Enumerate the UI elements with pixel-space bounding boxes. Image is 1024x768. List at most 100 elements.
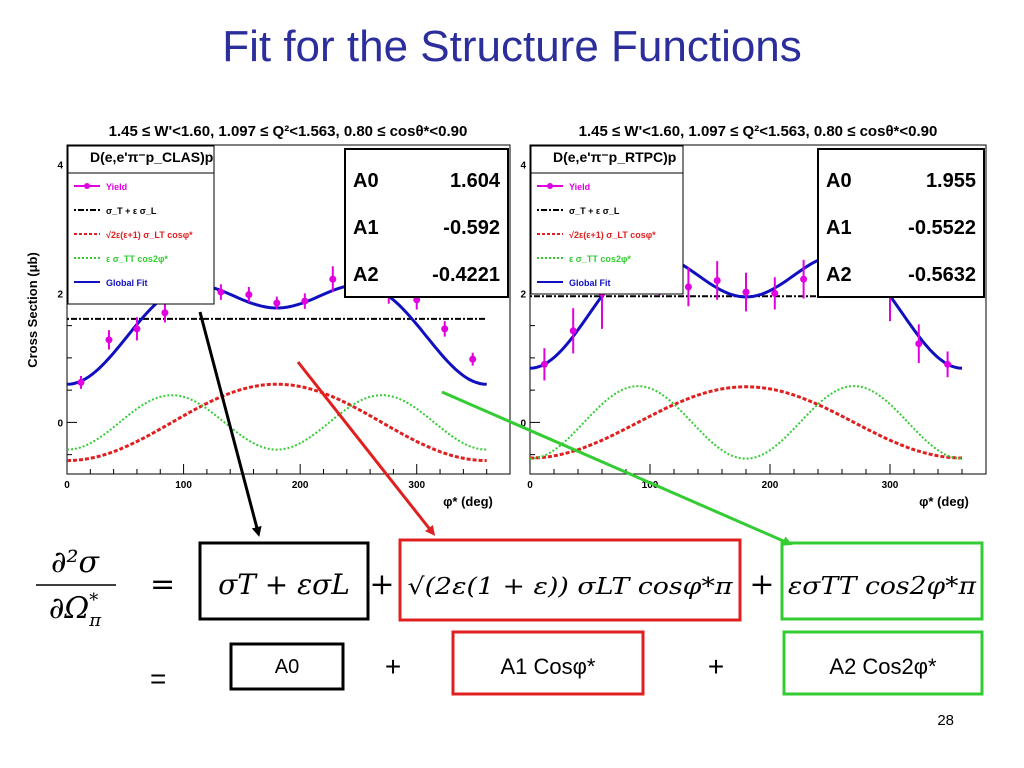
yield-point — [301, 297, 309, 305]
arrow-to-term-t — [198, 311, 262, 537]
legend-entry: √2ε(ε+1) σ_LT cosφ* — [106, 230, 193, 240]
box-a1-label: A1 Cosφ* — [501, 654, 596, 679]
equation-lhs-numerator: ∂²σ — [51, 545, 101, 580]
term-lt-text: √(2ε(1 + ε)) σLT cosφ*π — [408, 574, 734, 600]
fit-param-name: A0 — [353, 170, 379, 192]
legend-entry: Yield — [569, 182, 590, 192]
legend-entry: √2ε(ε+1) σ_LT cosφ* — [569, 230, 656, 240]
slide-title: Fit for the Structure Functions — [222, 22, 802, 71]
page-number: 28 — [937, 712, 954, 729]
fit-param-box — [817, 148, 985, 298]
yield-point — [540, 360, 548, 368]
box-a0 — [229, 642, 345, 691]
yield-point — [944, 360, 952, 368]
yield-point — [713, 276, 721, 284]
yield-point — [413, 296, 421, 304]
plus-sign-1: + — [369, 567, 394, 602]
x-tick-label: 200 — [292, 480, 309, 491]
legend-entry: Global Fit — [106, 278, 148, 288]
yield-point — [217, 288, 225, 296]
chart-clas: 1.45 ≤ W'<1.60, 1.097 ≤ Q²<1.563, 0.80 ≤… — [25, 123, 511, 509]
curve-sigma-lt — [66, 382, 487, 463]
curve-sigma-tt — [529, 385, 963, 460]
summary-plus-2: + — [708, 651, 724, 682]
legend-entry: σ_T + ε σ_L — [106, 206, 157, 216]
yield-point — [105, 336, 113, 344]
summary-plus-1: + — [385, 651, 401, 682]
equation-equals-sign: = — [150, 567, 175, 602]
legend-entry: ε σ_TT cos2φ* — [569, 254, 631, 264]
summary-row: = A0 + A1 Cosφ* + A2 Cos2φ* — [150, 630, 984, 696]
chart-title: 1.45 ≤ W'<1.60, 1.097 ≤ Q²<1.563, 0.80 ≤… — [109, 123, 468, 140]
x-tick-label: 100 — [175, 480, 192, 491]
term-t-box — [198, 541, 370, 621]
fit-param-value: -0.5632 — [908, 264, 976, 286]
x-tick-label: 0 — [64, 480, 70, 491]
fit-param-value: 1.604 — [450, 170, 501, 192]
yield-point — [469, 355, 477, 363]
yield-point — [161, 309, 169, 317]
arrow-to-term-tt — [441, 390, 793, 546]
legend-entry: Yield — [106, 182, 127, 192]
fit-param-value: -0.592 — [443, 217, 500, 239]
x-tick-label: 100 — [642, 480, 659, 491]
y-tick-label: 0 — [520, 418, 526, 429]
curve-sigma-tt — [66, 394, 487, 451]
fit-param-name: A2 — [353, 264, 379, 286]
yield-point — [569, 327, 577, 335]
box-a1 — [451, 630, 645, 696]
x-axis-label: φ* (deg) — [919, 494, 969, 509]
y-tick-label: 2 — [520, 289, 526, 300]
box-a2 — [782, 630, 984, 696]
x-tick-label: 200 — [762, 480, 779, 491]
fit-param-name: A1 — [826, 217, 852, 239]
fit-param-name: A1 — [353, 217, 379, 239]
yield-point — [245, 291, 253, 299]
yield-point — [684, 283, 692, 291]
yield-point — [441, 325, 449, 333]
yield-point — [329, 275, 337, 283]
yield-point — [915, 340, 923, 348]
fit-param-value: -0.4221 — [432, 264, 500, 286]
x-axis-label: φ* (deg) — [443, 494, 493, 509]
chart-rtpc: 1.45 ≤ W'<1.60, 1.097 ≤ Q²<1.563, 0.80 ≤… — [520, 123, 987, 509]
yield-point — [273, 299, 281, 307]
legend-swatch-marker — [84, 183, 90, 189]
legend-entry: Global Fit — [569, 278, 611, 288]
box-a2-label: A2 Cos2φ* — [829, 654, 937, 679]
x-tick-label: 300 — [408, 480, 425, 491]
legend-box — [67, 145, 215, 305]
chart-title: 1.45 ≤ W'<1.60, 1.097 ≤ Q²<1.563, 0.80 ≤… — [579, 123, 938, 140]
plus-sign-2: + — [749, 567, 774, 602]
term-tt-text: εσTT cos2φ*π — [788, 572, 977, 600]
x-tick-label: 300 — [882, 480, 899, 491]
equation: ∂²σ ∂Ω* π = σT + εσL + √(2ε(1 + ε)) σLT c… — [36, 538, 984, 631]
legend-entry: ε σ_TT cos2φ* — [106, 254, 168, 264]
histogram-label: D(e,e'π⁻p_RTPC)p — [553, 149, 676, 165]
yield-point — [742, 288, 750, 296]
legend-swatch-marker — [547, 183, 553, 189]
histogram-label: D(e,e'π⁻p_CLAS)p — [90, 149, 213, 165]
legend-entry: σ_T + ε σ_L — [569, 206, 620, 216]
term-lt-box — [398, 538, 742, 622]
y-tick-label: 0 — [57, 418, 63, 429]
term-tt-box — [780, 541, 984, 621]
y-axis-label: Cross Section (μb) — [25, 252, 40, 368]
legend-box — [530, 145, 684, 295]
annotation-arrows — [198, 311, 793, 546]
yield-point — [800, 275, 808, 283]
fit-param-value: 1.955 — [926, 170, 976, 192]
x-tick-label: 0 — [527, 480, 533, 491]
fit-param-value: -0.5522 — [908, 217, 976, 239]
fit-param-name: A2 — [826, 264, 852, 286]
y-tick-label: 2 — [57, 289, 63, 300]
fit-param-box — [344, 148, 509, 298]
y-tick-label: 4 — [57, 160, 63, 171]
equation-lhs-denominator: ∂Ω* π — [49, 590, 102, 631]
yield-point — [133, 325, 141, 333]
curve-sigma-lt — [530, 385, 962, 460]
box-a0-label: A0 — [275, 656, 299, 678]
y-tick-label: 4 — [520, 160, 526, 171]
fit-param-name: A0 — [826, 170, 852, 192]
